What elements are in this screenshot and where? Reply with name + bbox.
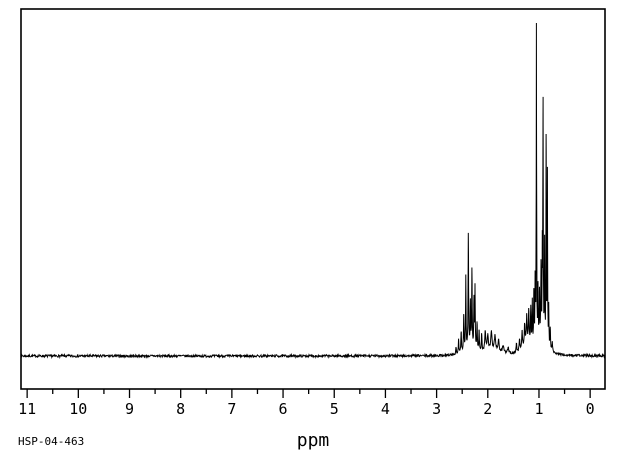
- svg-text:11: 11: [18, 400, 36, 418]
- svg-text:10: 10: [69, 400, 87, 418]
- svg-text:8: 8: [176, 400, 185, 418]
- x-axis-tick-labels: 11 10 9 8 7 6 5 4 3 2 1 0: [18, 400, 595, 418]
- svg-text:9: 9: [125, 400, 134, 418]
- svg-text:1: 1: [534, 400, 543, 418]
- x-axis-label: ppm: [296, 430, 330, 451]
- svg-text:5: 5: [330, 400, 339, 418]
- svg-text:4: 4: [381, 400, 390, 418]
- svg-text:3: 3: [432, 400, 441, 418]
- svg-text:7: 7: [227, 400, 236, 418]
- svg-text:2: 2: [483, 400, 492, 418]
- svg-text:6: 6: [279, 400, 288, 418]
- svg-text:0: 0: [586, 400, 595, 418]
- sample-id-label: HSP-04-463: [18, 435, 85, 448]
- x-axis-ticks: [26, 389, 591, 398]
- spectrum-trace: [20, 22, 606, 360]
- plot-border: [20, 8, 606, 390]
